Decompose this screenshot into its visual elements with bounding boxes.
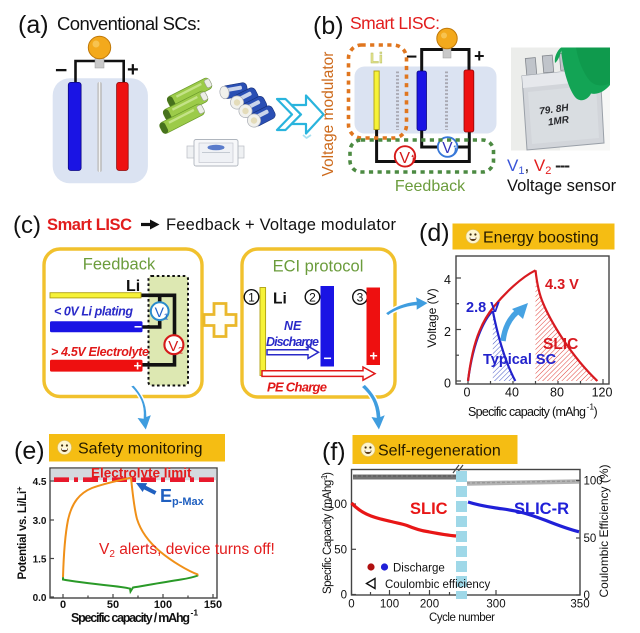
- svg-text:Coulombic Efficiency (%): Coulombic Efficiency (%): [597, 465, 611, 598]
- svg-text:50: 50: [584, 533, 597, 545]
- svg-text:Li: Li: [126, 278, 140, 295]
- svg-text:SLIC-R: SLIC-R: [514, 500, 569, 518]
- svg-text:4.5: 4.5: [33, 477, 47, 488]
- svg-text:SLIC: SLIC: [410, 500, 448, 518]
- svg-text:0: 0: [60, 599, 66, 611]
- svg-text:NE: NE: [284, 319, 302, 333]
- svg-text:300: 300: [486, 599, 505, 611]
- svg-text:Li: Li: [273, 291, 287, 308]
- svg-text:2.8 V: 2.8 V: [466, 300, 500, 316]
- svg-text:150: 150: [204, 599, 222, 611]
- svg-text:-1: -1: [191, 608, 199, 618]
- svg-text:−: −: [324, 350, 332, 366]
- svg-text:Feedback + Voltage modulator: Feedback + Voltage modulator: [166, 216, 397, 234]
- svg-text:+: +: [134, 358, 142, 374]
- svg-text:Feedback: Feedback: [83, 256, 156, 274]
- svg-text:Smart LISC: Smart LISC: [47, 216, 132, 234]
- svg-text:): ): [594, 405, 598, 419]
- svg-text:Discharge: Discharge: [393, 563, 445, 575]
- svg-text:0: 0: [348, 599, 354, 611]
- svg-text:4.3 V: 4.3 V: [545, 277, 579, 293]
- svg-text:PE Charge: PE Charge: [267, 380, 327, 395]
- svg-text:Self-regeneration: Self-regeneration: [378, 443, 501, 460]
- svg-text:(e): (e): [14, 437, 45, 465]
- svg-text:79. 8H: 79. 8H: [539, 102, 570, 117]
- svg-text:V: V: [168, 338, 178, 355]
- svg-text:100: 100: [584, 476, 603, 488]
- svg-text:+: +: [370, 348, 378, 364]
- svg-text:−: −: [406, 47, 417, 68]
- svg-text:0: 0: [584, 590, 590, 602]
- svg-text:Voltage sensor: Voltage sensor: [507, 177, 617, 195]
- svg-text:V: V: [442, 140, 453, 157]
- svg-text:Voltage (V): Voltage (V): [425, 288, 439, 347]
- svg-text:> 4.5V Electrolyte: > 4.5V Electrolyte: [51, 345, 149, 359]
- svg-text:350: 350: [570, 599, 589, 611]
- svg-text:2: 2: [178, 346, 183, 356]
- svg-text:−: −: [55, 59, 67, 82]
- svg-text:V1, V2 ---: V1, V2 ---: [507, 156, 569, 177]
- svg-text:Safety monitoring: Safety monitoring: [78, 441, 203, 458]
- svg-text:1MR: 1MR: [547, 114, 570, 128]
- svg-text:Specific capacity (mAhg: Specific capacity (mAhg: [468, 405, 586, 419]
- svg-text:(a): (a): [18, 11, 49, 39]
- svg-text:40: 40: [505, 386, 519, 400]
- svg-text:Feedback: Feedback: [395, 178, 466, 195]
- svg-text:2: 2: [444, 325, 451, 339]
- svg-text:4: 4: [444, 273, 451, 287]
- svg-text:0: 0: [341, 590, 347, 602]
- svg-text:Specific Capacity (mAhg-1): Specific Capacity (mAhg-1): [320, 472, 334, 594]
- svg-text:1: 1: [248, 290, 255, 304]
- svg-text:100: 100: [380, 599, 399, 611]
- svg-text:Electrolyte limit: Electrolyte limit: [91, 466, 192, 481]
- svg-text:Li: Li: [370, 51, 383, 67]
- svg-text:V: V: [155, 304, 165, 320]
- svg-text:Conventional SCs:: Conventional SCs:: [57, 13, 201, 34]
- svg-text:0: 0: [464, 386, 471, 400]
- svg-text:100: 100: [328, 499, 347, 511]
- svg-text:Energy boosting: Energy boosting: [483, 230, 599, 247]
- svg-text:Voltage modulator: Voltage modulator: [320, 52, 337, 177]
- svg-text:+: +: [127, 59, 139, 81]
- svg-text:Cycle number: Cycle number: [429, 612, 495, 624]
- svg-text:3: 3: [357, 290, 364, 304]
- svg-text:−: −: [134, 319, 142, 335]
- svg-text:(f): (f): [322, 438, 346, 466]
- svg-text:SLIC: SLIC: [543, 336, 578, 353]
- svg-text:120: 120: [592, 386, 613, 400]
- svg-text:3.0: 3.0: [33, 516, 47, 527]
- svg-text:(c): (c): [13, 212, 41, 239]
- svg-text:200: 200: [420, 599, 439, 611]
- svg-text:100: 100: [154, 599, 172, 611]
- svg-text:+: +: [474, 46, 485, 66]
- svg-text:0: 0: [444, 377, 451, 391]
- svg-text:2: 2: [309, 290, 316, 304]
- svg-text:1.5: 1.5: [33, 555, 47, 566]
- svg-text:(b): (b): [313, 12, 344, 40]
- svg-text:Specific capacity / mAhg: Specific capacity / mAhg: [71, 611, 190, 625]
- svg-text:V: V: [399, 150, 410, 167]
- svg-text:V2 alerts, device turns off!: V2 alerts, device turns off!: [99, 541, 275, 560]
- svg-text:-1: -1: [587, 402, 595, 412]
- svg-text:(d): (d): [419, 219, 450, 247]
- svg-text:Typical SC: Typical SC: [483, 352, 557, 368]
- svg-text:Discharge: Discharge: [266, 335, 319, 349]
- svg-text:1: 1: [164, 312, 169, 322]
- svg-text:50: 50: [107, 599, 119, 611]
- svg-text:Coulombic efficiency: Coulombic efficiency: [385, 579, 491, 591]
- svg-text:Potential vs. Li/Li+: Potential vs. Li/Li+: [15, 486, 29, 579]
- svg-text:< 0V Li plating: < 0V Li plating: [54, 305, 133, 319]
- svg-text:0.0: 0.0: [33, 593, 47, 604]
- svg-text:Smart LISC:: Smart LISC:: [350, 13, 440, 33]
- svg-text:80: 80: [550, 386, 564, 400]
- svg-text:50: 50: [334, 544, 347, 556]
- svg-text:ECI protocol: ECI protocol: [273, 258, 364, 276]
